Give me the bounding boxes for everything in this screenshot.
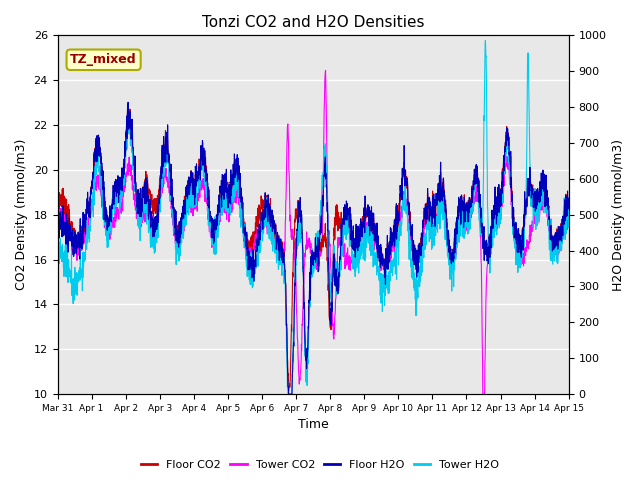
Text: TZ_mixed: TZ_mixed bbox=[70, 53, 137, 66]
Title: Tonzi CO2 and H2O Densities: Tonzi CO2 and H2O Densities bbox=[202, 15, 424, 30]
X-axis label: Time: Time bbox=[298, 419, 328, 432]
Y-axis label: CO2 Density (mmol/m3): CO2 Density (mmol/m3) bbox=[15, 139, 28, 290]
Legend: Floor CO2, Tower CO2, Floor H2O, Tower H2O: Floor CO2, Tower CO2, Floor H2O, Tower H… bbox=[136, 456, 504, 474]
Y-axis label: H2O Density (mmol/m3): H2O Density (mmol/m3) bbox=[612, 139, 625, 291]
